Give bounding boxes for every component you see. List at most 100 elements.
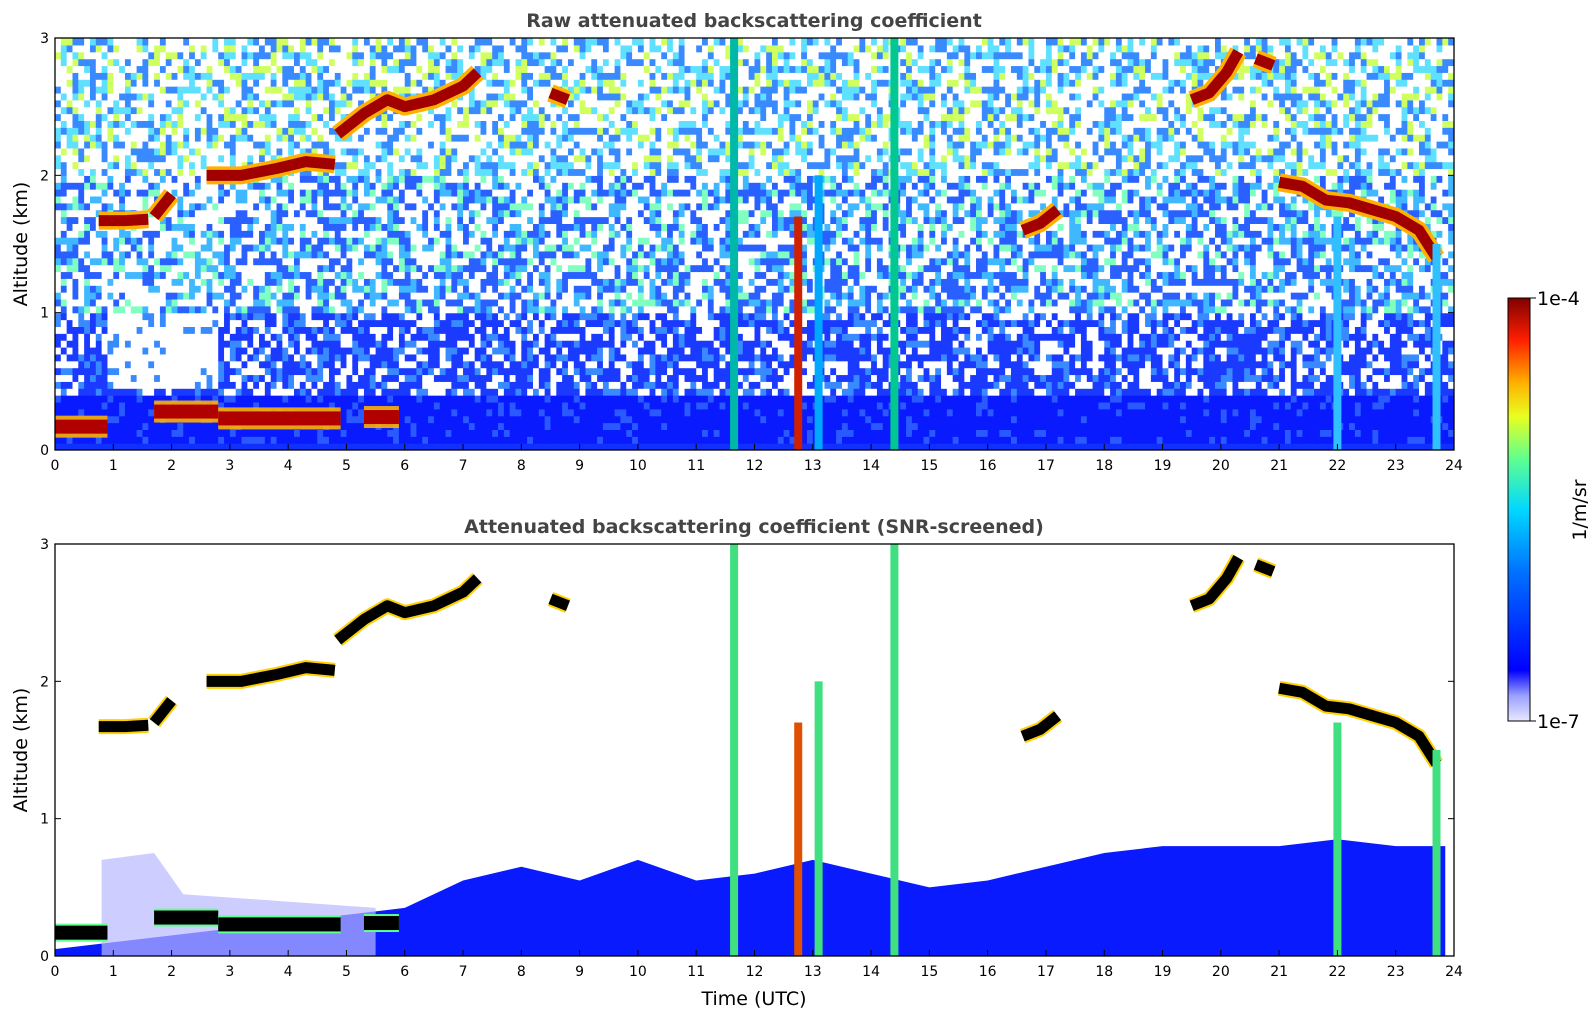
heatmap-cell (416, 326, 423, 334)
heatmap-cell (119, 250, 126, 259)
heatmap-cell (206, 106, 213, 115)
heatmap-cell (247, 51, 254, 60)
heatmap-cell (130, 333, 138, 341)
heatmap-cell (142, 51, 149, 60)
heatmap-cell (498, 38, 505, 46)
heatmap-cell (532, 99, 540, 108)
heatmap-cell (387, 223, 394, 231)
heatmap-cell (492, 106, 499, 115)
heatmap-cell (130, 401, 138, 410)
heatmap-cell (532, 168, 540, 176)
heatmap-cell (171, 244, 179, 252)
heatmap-cell (200, 195, 208, 204)
heatmap-cell (60, 58, 68, 67)
heatmap-cell (206, 216, 213, 224)
heatmap-cell (387, 161, 394, 170)
heatmap-cell (433, 401, 441, 410)
heatmap-cell (276, 237, 283, 245)
heatmap-cell (200, 154, 208, 163)
heatmap-cell (218, 147, 225, 156)
heatmap-cell (457, 271, 464, 279)
heatmap-cell (387, 312, 394, 321)
heatmap-cell (119, 429, 126, 437)
heatmap-cell (515, 401, 522, 410)
heatmap-cell (521, 195, 528, 204)
heatmap-cell (276, 340, 283, 348)
heatmap-cell (463, 278, 470, 286)
heatmap-cell (433, 127, 441, 135)
heatmap-cell (159, 168, 167, 176)
heatmap-cell (369, 429, 377, 437)
heatmap-cell (183, 154, 190, 163)
heatmap-cell (159, 154, 167, 163)
heatmap-cell (194, 168, 202, 176)
heatmap-cell (299, 353, 307, 362)
heatmap-cell (422, 79, 429, 87)
heatmap-cell (136, 106, 144, 115)
heatmap-cell (311, 141, 318, 149)
heatmap-cell (95, 113, 103, 121)
heatmap-cell (416, 168, 423, 176)
heatmap-cell (235, 189, 243, 197)
heatmap-cell (107, 305, 114, 314)
heatmap-cell (422, 278, 429, 286)
heatmap-cell (200, 79, 208, 87)
heatmap-cell (55, 264, 62, 273)
heatmap-cell (241, 257, 248, 266)
heatmap-cell (189, 250, 196, 259)
heatmap-cell (66, 333, 74, 341)
heatmap-cell (369, 319, 377, 327)
heatmap-cell (142, 65, 149, 73)
heatmap-cell (200, 326, 208, 334)
heatmap-cell (492, 422, 499, 430)
heatmap-cell (200, 223, 208, 231)
heatmap-cell (486, 347, 493, 355)
heatmap-cell (521, 189, 528, 197)
heatmap-cell (270, 347, 278, 355)
heatmap-cell (387, 168, 394, 176)
heatmap-cell (206, 189, 213, 197)
heatmap-cell (101, 367, 109, 376)
heatmap-cell (165, 422, 173, 430)
heatmap-cell (410, 264, 418, 273)
heatmap-cell (428, 326, 435, 334)
heatmap-cell (299, 305, 307, 314)
heatmap-cell (480, 182, 487, 190)
heatmap-cell (498, 72, 505, 80)
heatmap-cell (457, 312, 464, 321)
heatmap-cell (212, 271, 219, 279)
heatmap-cell (136, 292, 144, 300)
heatmap-cell (486, 230, 493, 238)
heatmap-cell (55, 374, 62, 382)
heatmap-cell (119, 388, 126, 396)
heatmap-cell (78, 353, 85, 362)
heatmap-cell (387, 381, 394, 389)
heatmap-cell (317, 312, 324, 321)
heatmap-cell (451, 415, 458, 424)
heatmap-cell (212, 360, 219, 369)
heatmap-cell (84, 395, 91, 403)
heatmap-cell (428, 79, 435, 87)
heatmap-cell (323, 367, 330, 376)
heatmap-cell (183, 374, 190, 382)
heatmap-cell (521, 72, 528, 80)
heatmap-cell (72, 319, 79, 327)
heatmap-cell (282, 244, 289, 252)
heatmap-cell (404, 374, 412, 382)
heatmap-cell (498, 257, 505, 266)
heatmap-cell (107, 347, 114, 355)
heatmap-cell (334, 264, 342, 273)
heatmap-cell (340, 230, 348, 238)
heatmap-cell (165, 340, 173, 348)
heatmap-cell (422, 209, 429, 218)
heatmap-cell (375, 230, 383, 238)
heatmap-cell (171, 285, 179, 293)
heatmap-cell (538, 381, 546, 389)
heatmap-cell (328, 65, 336, 73)
heatmap-cell (299, 195, 307, 204)
heatmap-cell (486, 388, 493, 396)
heatmap-cell (200, 347, 208, 355)
heatmap-cell (66, 298, 74, 307)
heatmap-cell (439, 408, 447, 417)
heatmap-cell (84, 230, 91, 238)
